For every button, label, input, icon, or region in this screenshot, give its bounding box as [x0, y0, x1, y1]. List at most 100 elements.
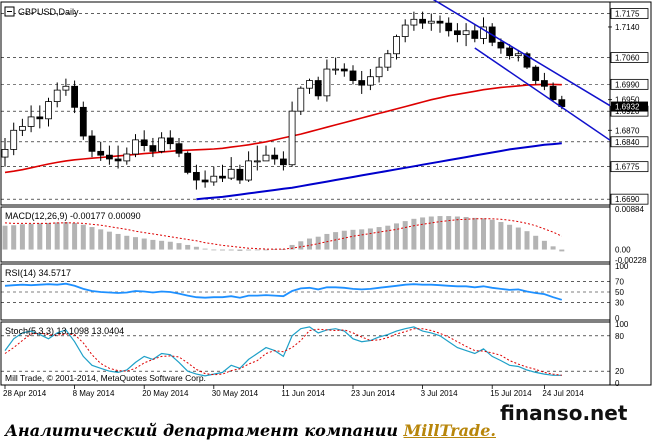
x-axis-label: 20 May 2014 — [142, 389, 189, 398]
macd-bar — [289, 244, 295, 250]
bear-candle — [541, 80, 548, 87]
macd-bar — [176, 243, 182, 250]
bull-candle — [53, 89, 61, 102]
bear-candle — [445, 22, 453, 32]
macd-bar — [454, 216, 460, 250]
macd-bar — [515, 227, 521, 250]
bear-candle — [149, 145, 157, 152]
bull-candle — [384, 53, 392, 68]
macd-bar — [307, 238, 312, 250]
macd-bar — [411, 218, 417, 250]
macd-axis-label: 0.00 — [615, 246, 631, 255]
macd-bar — [550, 246, 556, 250]
macd-bar — [507, 224, 513, 250]
bear-candle — [523, 53, 531, 68]
macd-bar — [63, 222, 69, 250]
price-level-tag-box — [610, 161, 649, 173]
macd-bar — [394, 223, 399, 250]
caption-prefix: Аналитический департамент компании — [5, 421, 404, 440]
bull-candle — [1, 149, 9, 158]
bull-candle — [401, 24, 409, 37]
macd-bar — [533, 235, 539, 250]
price-panel-frame — [0, 1, 611, 206]
macd-bar — [481, 218, 486, 250]
macd-bar — [202, 248, 208, 250]
bear-candle — [349, 70, 357, 81]
macd-bar — [124, 235, 130, 250]
bull-candle — [123, 153, 131, 162]
rsi-axis-label: 100 — [615, 262, 629, 271]
macd-bar — [46, 222, 51, 250]
bull-candle — [62, 85, 70, 91]
bull-candle — [375, 66, 383, 78]
rsi-axis-label: 30 — [615, 298, 624, 307]
bear-candle — [140, 139, 148, 146]
bull-candle — [27, 116, 35, 127]
bear-candle — [166, 137, 174, 145]
price-level-tag: 1.6775 — [615, 163, 640, 172]
bear-candle — [358, 80, 366, 86]
bull-candle — [514, 53, 522, 57]
bear-candle — [219, 175, 226, 179]
bull-candle — [245, 160, 253, 181]
footer-caption: Аналитический департамент компании MillT… — [5, 421, 496, 440]
price-panel-label: GBPUSD,Daily — [18, 7, 79, 17]
bull-candle — [45, 101, 52, 120]
stoch-panel-label: Stoch(5,3,3) 13.1098 13.0404 — [5, 326, 124, 336]
current-price-tag — [611, 101, 648, 112]
macd-bar — [37, 223, 43, 250]
ma-slow-line — [196, 142, 562, 201]
macd-bar — [437, 216, 443, 250]
macd-bar — [350, 229, 356, 250]
site-watermark: finanso.net — [500, 401, 628, 425]
macd-bar — [159, 240, 165, 250]
macd-bar — [19, 224, 25, 250]
macd-bar — [428, 216, 434, 250]
macd-bar — [72, 222, 78, 250]
bear-candle — [279, 158, 287, 166]
bull-candle — [306, 80, 313, 89]
bear-candle — [314, 80, 322, 97]
stoch-main-line — [4, 326, 562, 377]
macd-bar — [28, 223, 34, 250]
bear-candle — [88, 135, 96, 152]
stoch-signal-line — [4, 328, 562, 376]
bull-candle — [480, 26, 487, 39]
bear-candle — [419, 18, 427, 24]
bull-candle — [297, 87, 305, 112]
price-level-tag-box — [610, 136, 649, 148]
macd-bar — [211, 249, 217, 251]
bear-candle — [71, 85, 78, 108]
bear-candle — [271, 154, 279, 160]
macd-bar — [254, 249, 260, 251]
bear-candle — [549, 85, 557, 101]
rsi-axis-label: 70 — [615, 278, 624, 287]
price-level-tag: 1.6990 — [615, 80, 640, 89]
macd-bar — [463, 216, 469, 250]
macd-bar — [115, 233, 121, 250]
macd-bar — [106, 231, 112, 250]
bear-candle — [436, 20, 444, 24]
macd-bar — [141, 238, 147, 250]
x-axis-label: 3 Jul 2014 — [421, 389, 458, 398]
macd-bar — [333, 232, 339, 250]
caption-brand-link[interactable]: MillTrade. — [403, 421, 496, 440]
macd-bar — [541, 240, 547, 250]
macd-bar — [376, 227, 382, 250]
bull-candle — [393, 36, 400, 55]
bull-candle — [323, 68, 331, 97]
bull-candle — [210, 175, 218, 183]
macd-bar — [2, 225, 8, 250]
macd-bar — [133, 237, 138, 250]
bull-candle — [462, 30, 470, 36]
macd-bar — [420, 217, 426, 250]
macd-bar — [559, 249, 565, 252]
bull-candle — [288, 110, 296, 166]
channel-upper-line — [432, 0, 611, 107]
bear-candle — [471, 30, 479, 39]
bull-candle — [158, 137, 166, 152]
rsi-panel-label: RSI(14) 34.5717 — [5, 268, 71, 278]
macd-bar — [54, 222, 60, 250]
stoch-axis-label: 0 — [615, 379, 620, 388]
